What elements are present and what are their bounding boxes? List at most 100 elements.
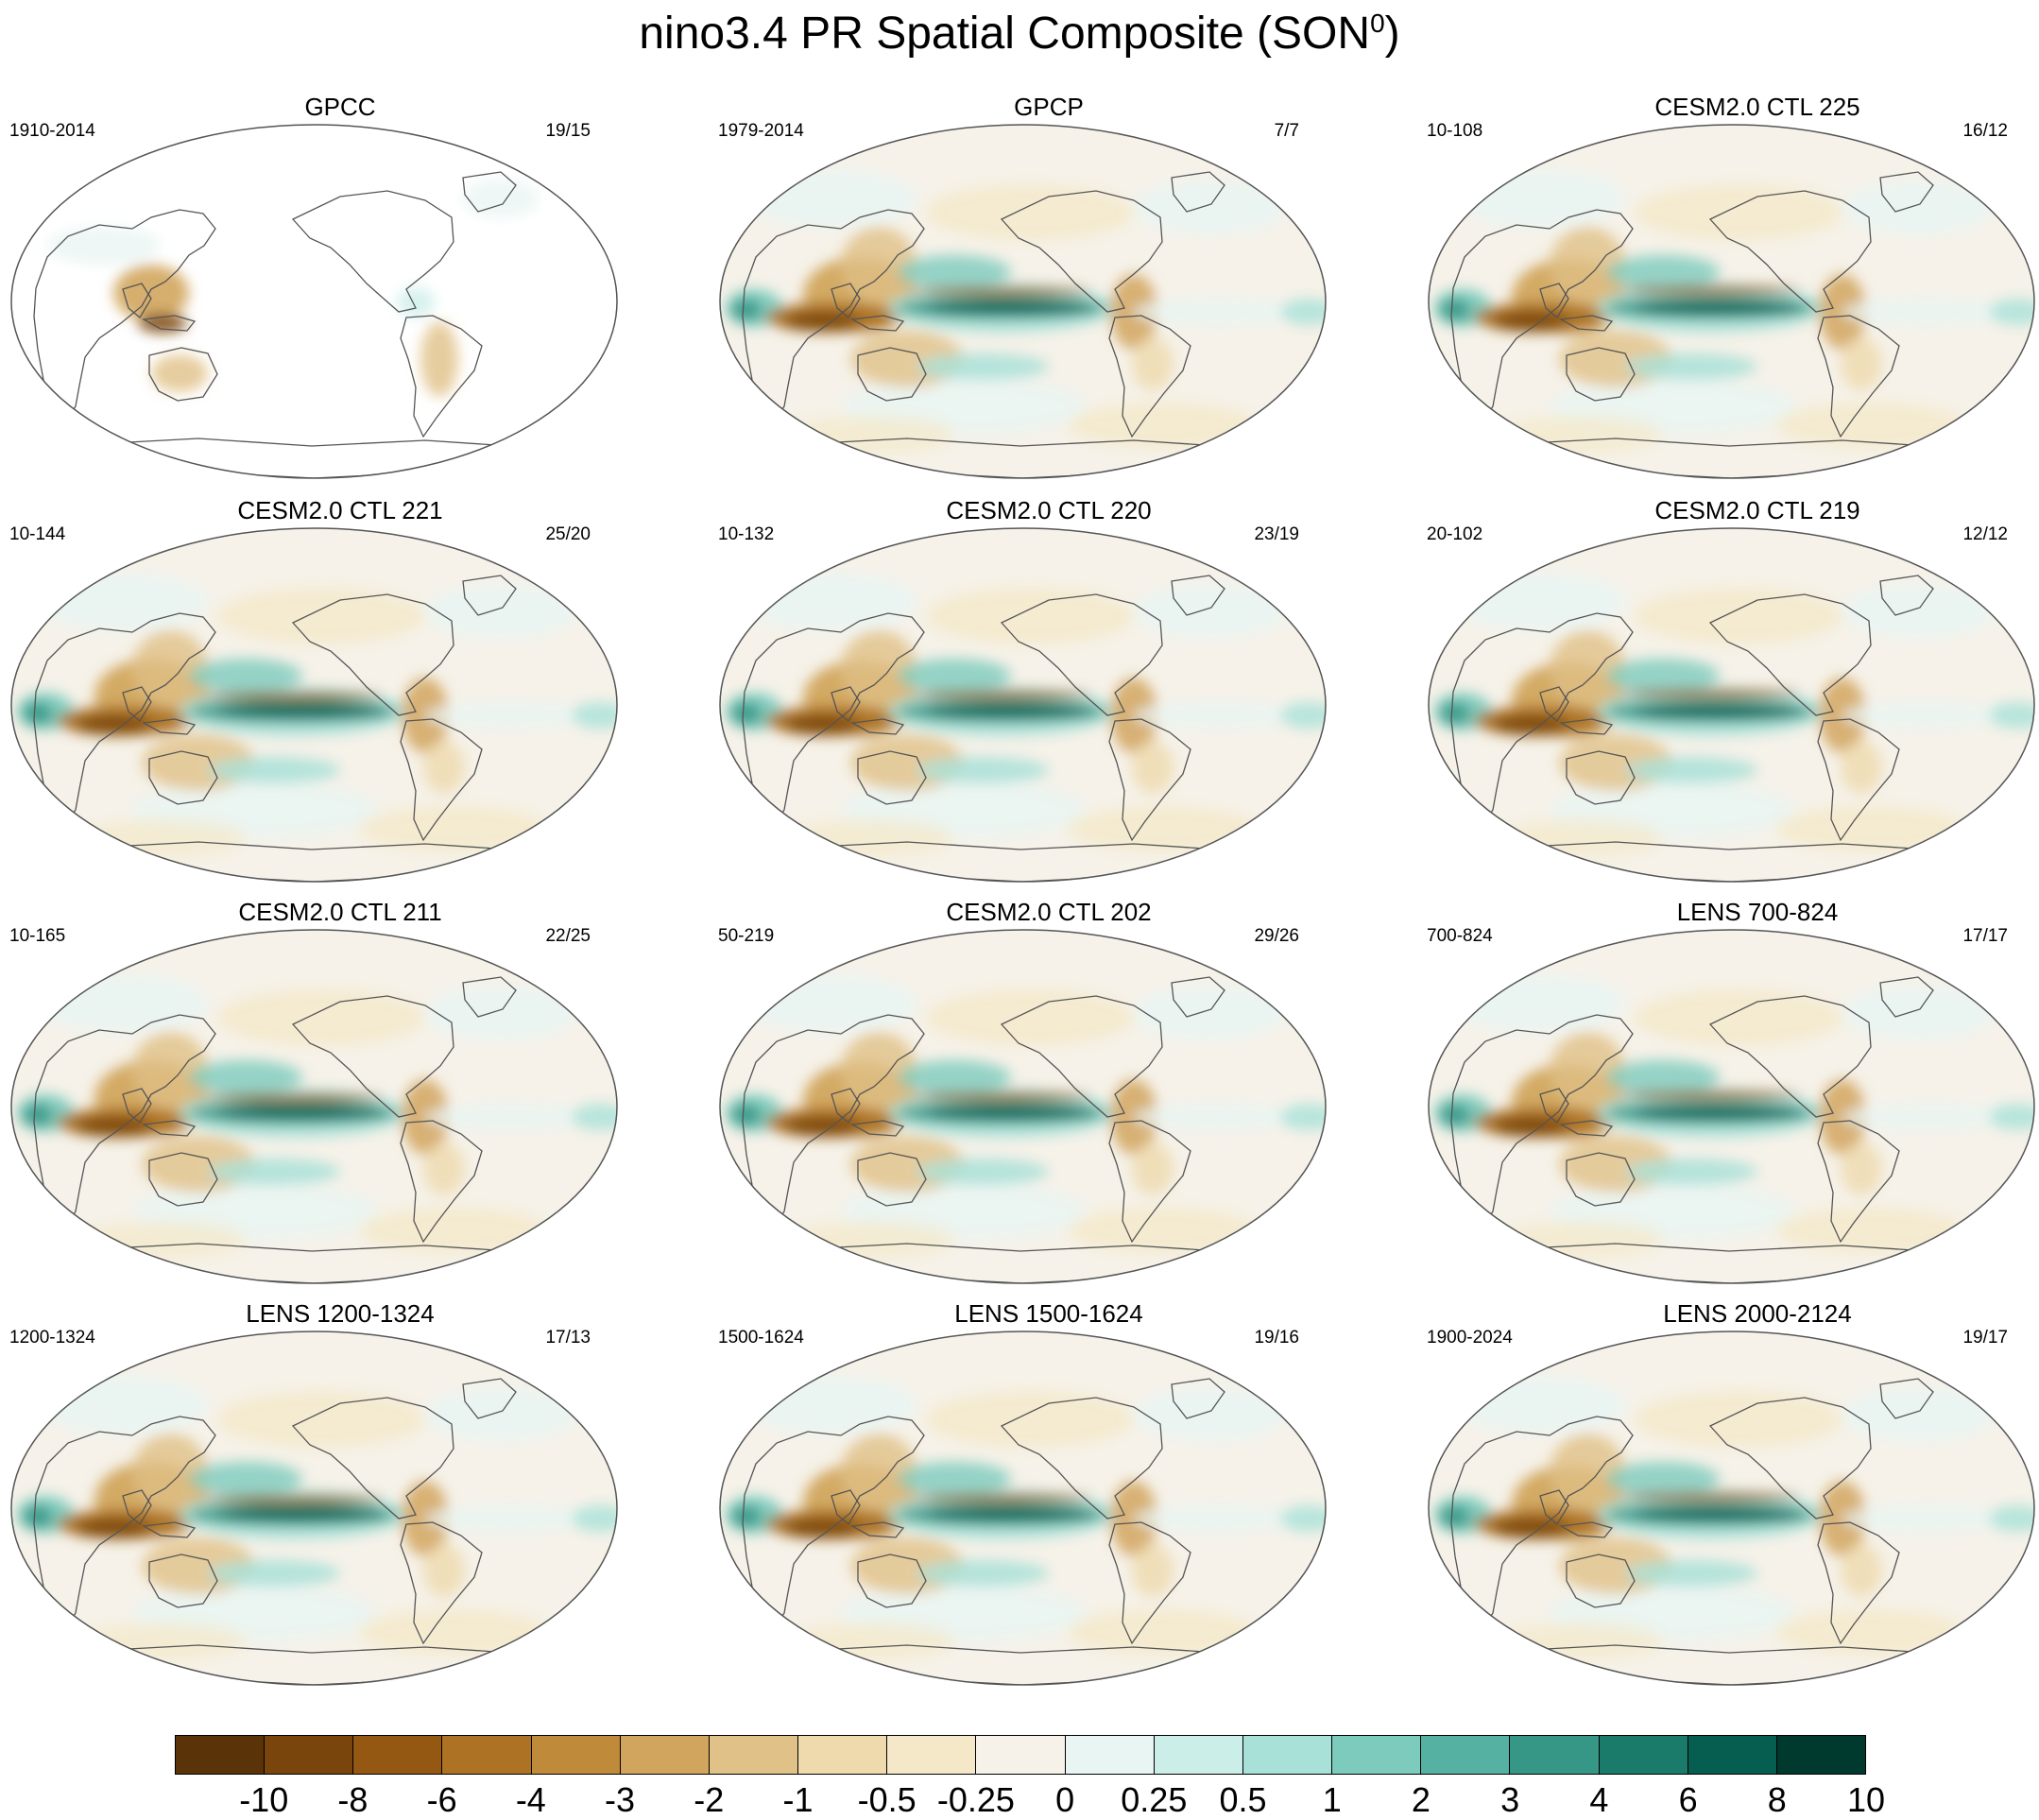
precip-anomaly-region	[784, 1117, 860, 1136]
precip-anomaly-region	[1280, 1505, 1326, 1532]
coastline	[141, 315, 197, 332]
map-panel: CESM2.0 CTL 219 20-102 12/12	[1417, 496, 2039, 893]
precip-anomaly-region	[1620, 1090, 1800, 1101]
panel-period-label: 10-165	[9, 926, 66, 946]
coastline	[831, 1489, 861, 1525]
panel-period-label: 1200-1324	[9, 1328, 95, 1348]
precip-anomaly-region	[132, 1434, 208, 1509]
panel-period-label: 20-102	[1427, 524, 1483, 544]
precip-anomaly-region	[76, 1117, 151, 1136]
precip-anomaly-region	[1841, 337, 1882, 390]
map-panel: LENS 700-824 700-824 17/17	[1417, 898, 2039, 1295]
precip-anomaly-region	[912, 286, 1091, 297]
precip-anomaly-region	[1134, 1388, 1285, 1441]
precip-anomaly-region	[1606, 1462, 1720, 1496]
coastline	[1817, 718, 1900, 842]
precip-anomaly-region	[1455, 574, 1625, 630]
precip-anomaly-region	[1455, 1377, 1625, 1434]
precip-anomaly-region	[208, 1159, 340, 1185]
precip-anomaly-region	[912, 1091, 1091, 1102]
map-border	[719, 527, 1327, 883]
coastline	[857, 750, 927, 805]
precip-anomaly-region	[1606, 255, 1720, 289]
colorbar-swatch	[1242, 1736, 1333, 1774]
precip-anomaly-region	[1134, 181, 1285, 234]
precip-anomaly-region	[1493, 819, 1663, 857]
coastline	[291, 190, 454, 313]
panel-title: GPCC	[304, 93, 376, 121]
map-border	[10, 527, 618, 883]
colorbar-tick-label: -2	[694, 1780, 725, 1819]
precip-anomaly-region	[572, 1505, 617, 1532]
precip-anomaly-region	[425, 1505, 595, 1532]
world-map	[1428, 124, 2035, 479]
colorbar-swatch	[265, 1736, 354, 1774]
panel-title: CESM2.0 CTL 221	[237, 496, 443, 524]
panel-title: CESM2.0 CTL 220	[946, 496, 1152, 524]
precip-anomaly-region	[1989, 299, 2034, 325]
coastline	[1708, 593, 1872, 716]
precip-anomaly-region	[1841, 1544, 1882, 1597]
map-border	[1428, 1331, 2035, 1686]
precip-anomaly-region	[1625, 1560, 1757, 1587]
colorbar-tick-label: 0.5	[1219, 1780, 1267, 1819]
panel-title: CESM2.0 CTL 202	[946, 898, 1152, 926]
coastline	[291, 995, 454, 1118]
world-map	[719, 929, 1327, 1284]
colorbar-tick-label: -6	[426, 1780, 457, 1819]
map-panel: LENS 2000-2124 1900-2024 19/17	[1417, 1299, 2039, 1696]
coastline	[122, 1489, 152, 1525]
colorbar-tick-label: 3	[1500, 1780, 1520, 1819]
map-panel: CESM2.0 CTL 202 50-219 29/26	[709, 898, 1389, 1295]
precip-anomaly-region	[841, 227, 917, 302]
coastline	[1879, 171, 1934, 213]
coastline	[1108, 1521, 1191, 1645]
precip-anomaly-region	[217, 989, 425, 1046]
precip-anomaly-region	[425, 1104, 595, 1130]
coastline	[462, 1378, 517, 1419]
coastline	[1171, 1378, 1225, 1419]
precip-anomaly-region	[784, 416, 954, 454]
precip-anomaly-region	[1842, 585, 1994, 638]
precip-anomaly-region	[76, 1519, 151, 1537]
map-border	[10, 929, 618, 1284]
panel-title: LENS 1200-1324	[246, 1299, 435, 1328]
coastline	[849, 315, 905, 332]
precip-anomaly-region	[47, 227, 161, 265]
map-panel: LENS 1200-1324 1200-1324 17/13	[0, 1299, 680, 1696]
precip-anomaly-region	[926, 1509, 1096, 1520]
colorbar-tick-label: 2	[1411, 1780, 1431, 1819]
coastline	[849, 1521, 905, 1538]
precip-anomaly-region	[1493, 312, 1568, 331]
precip-anomaly-region	[1068, 806, 1257, 851]
coastline	[1708, 995, 1872, 1118]
world-map	[10, 124, 618, 479]
precip-anomaly-region	[23, 1505, 53, 1528]
panel-period-label: 10-108	[1427, 121, 1483, 141]
precip-anomaly-region	[1550, 227, 1625, 302]
coastline	[1108, 718, 1191, 842]
precip-anomaly-region	[926, 1107, 1096, 1119]
precip-anomaly-region	[1068, 403, 1257, 448]
precip-anomaly-region	[898, 1060, 1011, 1094]
map-panel: GPCC 1910-2014 19/15	[0, 93, 680, 489]
colorbar-tick-label: 4	[1589, 1780, 1609, 1819]
coastline	[462, 976, 517, 1018]
precip-anomaly-region	[1635, 706, 1805, 717]
precip-anomaly-region	[926, 706, 1096, 717]
precip-anomaly-region	[1842, 987, 1994, 1039]
coastline	[291, 593, 454, 716]
colorbar-swatch	[353, 1736, 443, 1774]
precip-anomaly-region	[1134, 1104, 1304, 1130]
coastline	[1817, 315, 1900, 438]
map-panel: CESM2.0 CTL 220 10-132 23/19	[709, 496, 1389, 893]
coastline	[831, 686, 861, 722]
precip-anomaly-region	[572, 1104, 617, 1130]
map-border	[719, 1331, 1327, 1686]
precip-anomaly-region	[1625, 1159, 1757, 1185]
precip-anomaly-region	[898, 255, 1011, 289]
coastline	[1566, 1152, 1636, 1207]
precip-anomaly-region	[217, 1391, 425, 1448]
precip-anomaly-region	[1134, 299, 1304, 325]
panel-count-label: 17/17	[1962, 926, 2008, 946]
